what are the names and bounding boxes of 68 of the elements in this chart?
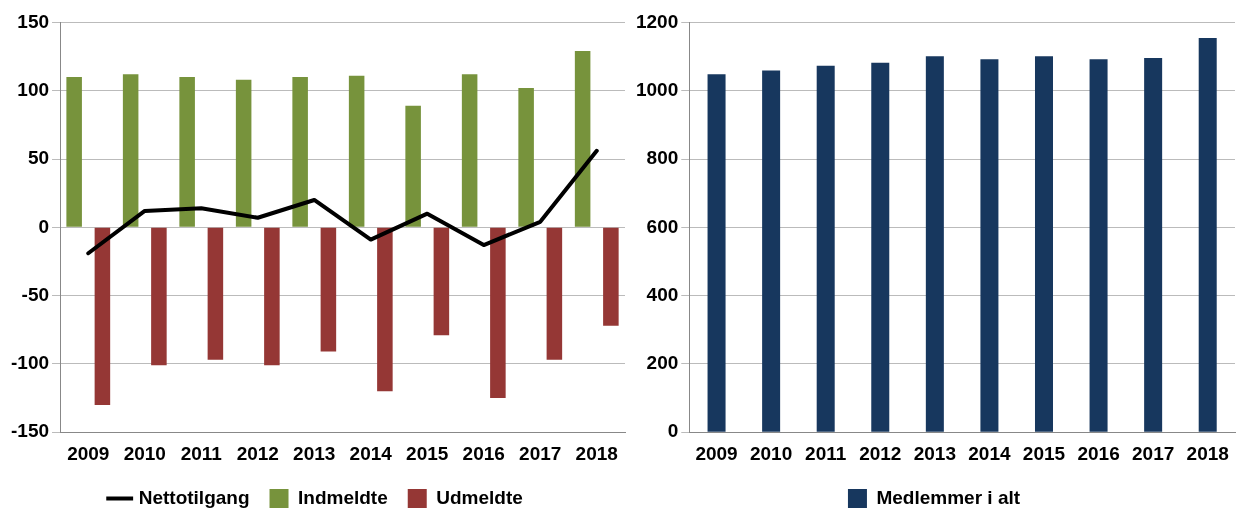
x-tick-label: 2018 bbox=[575, 442, 618, 464]
y-tick-label: 0 bbox=[667, 420, 679, 442]
bar bbox=[816, 65, 835, 432]
x-tick-label: 2015 bbox=[1022, 442, 1066, 464]
x-tick-label: 2018 bbox=[1186, 442, 1229, 464]
y-tick-label: 100 bbox=[17, 78, 50, 100]
bar bbox=[151, 227, 167, 366]
bar bbox=[66, 77, 82, 227]
x-tick-label: 2017 bbox=[1132, 442, 1175, 464]
legend-label: Udmeldte bbox=[436, 486, 523, 508]
y-tick-label: 200 bbox=[646, 352, 679, 374]
bar bbox=[762, 70, 781, 432]
bar bbox=[1034, 56, 1053, 432]
x-tick-label: 2010 bbox=[123, 442, 166, 464]
y-tick-label: -50 bbox=[21, 283, 50, 305]
bar bbox=[348, 75, 365, 227]
bar bbox=[320, 227, 337, 352]
y-tick-label: 800 bbox=[646, 147, 679, 169]
bar bbox=[603, 227, 619, 326]
bar bbox=[518, 87, 534, 227]
x-tick-label: 2015 bbox=[406, 442, 449, 464]
legend-label: Medlemmer i alt bbox=[876, 486, 1021, 508]
x-tick-label: 2011 bbox=[805, 442, 847, 464]
y-tick-label: 0 bbox=[38, 215, 50, 237]
x-tick-label: 2016 bbox=[1077, 442, 1120, 464]
bar bbox=[461, 74, 478, 227]
bar bbox=[292, 77, 308, 227]
bar bbox=[574, 51, 591, 227]
x-tick-label: 2009 bbox=[67, 442, 110, 464]
bar bbox=[405, 105, 421, 227]
x-tick-label: 2012 bbox=[236, 442, 279, 464]
legend-label: Indmeldte bbox=[298, 486, 388, 508]
bar bbox=[207, 227, 224, 360]
bar bbox=[235, 79, 252, 227]
x-tick-label: 2016 bbox=[462, 442, 505, 464]
x-tick-label: 2012 bbox=[859, 442, 902, 464]
x-tick-label: 2014 bbox=[349, 442, 393, 464]
bar bbox=[122, 74, 139, 227]
x-tick-label: 2017 bbox=[519, 442, 562, 464]
y-tick-label: 600 bbox=[646, 215, 679, 237]
bar bbox=[264, 227, 280, 366]
y-tick-label: -150 bbox=[11, 420, 50, 442]
legend-label: Nettotilgang bbox=[138, 486, 250, 508]
y-tick-label: 400 bbox=[646, 283, 679, 305]
bar bbox=[1144, 57, 1163, 432]
bar bbox=[179, 77, 195, 227]
bar bbox=[94, 227, 111, 405]
bar bbox=[377, 227, 393, 392]
x-tick-label: 2011 bbox=[180, 442, 223, 464]
y-tick-label: -100 bbox=[11, 352, 50, 374]
y-tick-label: 50 bbox=[27, 147, 50, 169]
x-tick-label: 2014 bbox=[968, 442, 1011, 464]
bar bbox=[1198, 38, 1217, 432]
bar bbox=[980, 59, 999, 432]
bar bbox=[1089, 59, 1108, 432]
y-tick-label: 1200 bbox=[635, 10, 679, 32]
bar bbox=[433, 227, 450, 336]
bar bbox=[871, 62, 890, 432]
bar bbox=[490, 227, 506, 399]
y-tick-label: 150 bbox=[17, 10, 50, 32]
x-tick-label: 2013 bbox=[913, 442, 956, 464]
bar bbox=[546, 227, 563, 360]
x-tick-label: 2013 bbox=[293, 442, 336, 464]
y-tick-label: 1000 bbox=[635, 78, 679, 100]
bar bbox=[707, 74, 726, 432]
x-tick-label: 2009 bbox=[695, 442, 738, 464]
x-tick-label: 2010 bbox=[749, 442, 793, 464]
bar bbox=[925, 56, 944, 432]
